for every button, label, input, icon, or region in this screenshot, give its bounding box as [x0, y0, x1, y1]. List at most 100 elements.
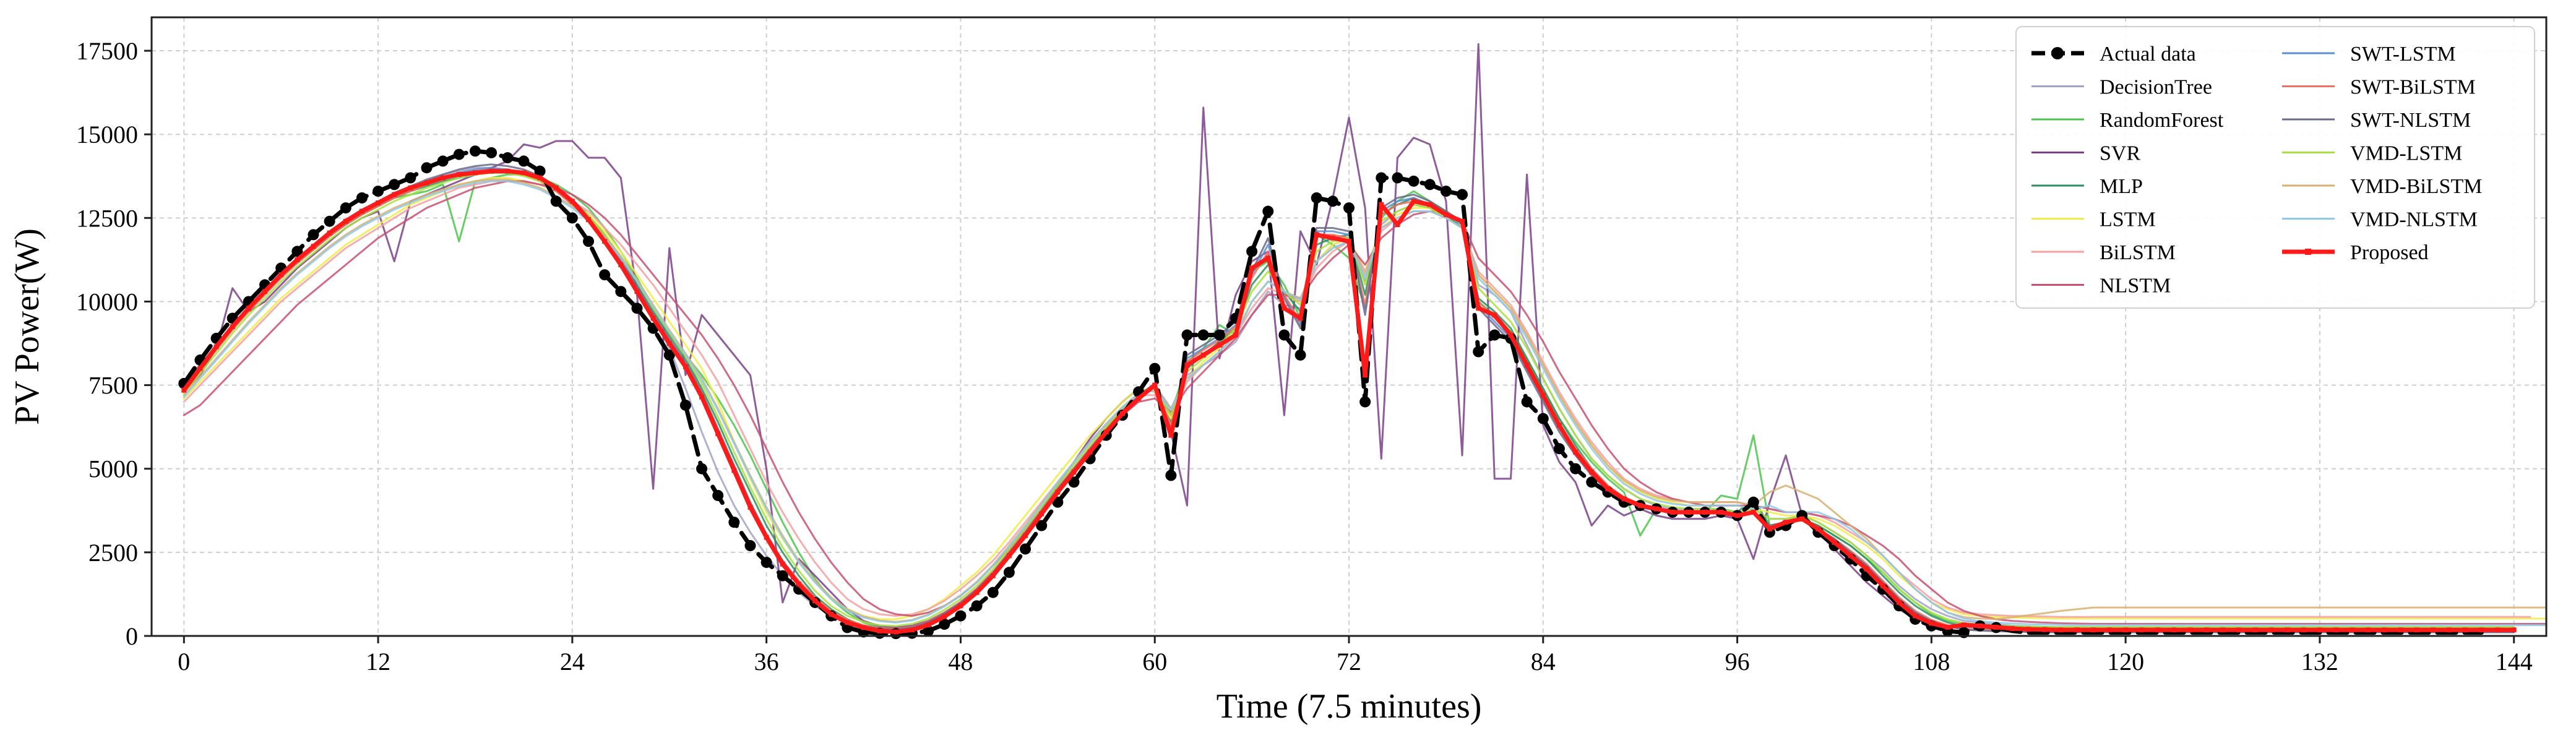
proposed-data-point: [1330, 235, 1335, 241]
proposed-data-point: [1816, 526, 1821, 532]
y-tick-label: 0: [126, 622, 138, 650]
legend-item-mlp: MLP: [2031, 175, 2143, 198]
actual-data-point: [1570, 463, 1582, 474]
actual-data-point: [308, 229, 319, 241]
y-tick-label: 15000: [76, 121, 138, 148]
proposed-data-point: [877, 628, 882, 633]
proposed-data-point: [1605, 486, 1611, 492]
proposed-data-point: [1314, 232, 1319, 238]
y-axis-title: PV Power(W): [8, 228, 46, 425]
proposed-data-point: [764, 534, 769, 540]
proposed-data-point: [1200, 352, 1206, 358]
proposed-data-point: [1411, 199, 1416, 204]
proposed-data-point: [1913, 613, 1918, 619]
actual-data-point: [583, 236, 595, 247]
proposed-data-point: [1476, 306, 1481, 311]
actual-data-point: [663, 349, 675, 361]
proposed-data-point: [553, 185, 559, 191]
proposed-data-point: [2187, 627, 2193, 633]
proposed-data-point: [424, 180, 429, 186]
proposed-data-point: [1136, 396, 1142, 401]
actual-data-point: [437, 155, 449, 167]
actual-data-point: [599, 269, 611, 281]
legend-label: MLP: [2100, 175, 2143, 198]
proposed-data-point: [1864, 566, 1869, 572]
actual-data-point: [486, 147, 498, 158]
x-tick-label: 60: [1142, 648, 1167, 676]
proposed-data-point: [327, 230, 332, 236]
legend-item-swt-bilstm: SWT-BiLSTM: [2282, 76, 2476, 99]
legend: Actual data DecisionTree RandomForest SVR ML…: [2015, 26, 2535, 309]
actual-data-point: [1359, 396, 1371, 408]
proposed-data-point: [2479, 627, 2484, 633]
x-tick-label: 48: [948, 648, 973, 676]
proposed-data-point: [602, 239, 608, 244]
actual-data-point: [1440, 186, 1452, 197]
proposed-data-point: [2106, 627, 2112, 633]
proposed-data-point: [2511, 627, 2517, 633]
actual-data-point: [1408, 175, 1419, 187]
proposed-data-point: [666, 341, 672, 346]
proposed-data-point: [990, 573, 996, 578]
proposed-data-point: [2430, 627, 2436, 633]
proposed-data-point: [1460, 218, 1465, 224]
proposed-data-point: [1702, 510, 1708, 515]
y-tick-label: 7500: [88, 372, 138, 400]
proposed-data-point: [1346, 239, 1351, 244]
actual-data-point: [1424, 179, 1436, 191]
y-tick-label: 5000: [88, 455, 138, 483]
proposed-data-point: [1977, 623, 1983, 629]
proposed-data-point: [2285, 627, 2290, 633]
actual-data-point: [712, 489, 724, 501]
proposed-data-point: [780, 561, 785, 567]
actual-data-point: [389, 179, 400, 191]
actual-data-point: [1278, 329, 1290, 341]
legend-label: RandomForest: [2100, 109, 2224, 132]
proposed-data-point: [1395, 222, 1400, 228]
proposed-data-point: [1427, 202, 1432, 207]
proposed-data-point: [1039, 511, 1045, 517]
proposed-data-point: [1184, 363, 1190, 368]
proposed-data-point: [2203, 627, 2209, 633]
y-tick-label: 10000: [76, 288, 138, 315]
proposed-data-point: [1249, 265, 1255, 271]
axis-ticks: 0 12 24 36 48 60 72 84 96 108 120 132 144 0 2500 5000 75…: [76, 37, 2533, 676]
actual-data-point: [1165, 470, 1177, 481]
proposed-data-point: [1152, 382, 1158, 388]
actual-data-point: [534, 165, 546, 177]
legend-item-vmd-lstm: VMD-LSTM: [2282, 142, 2462, 165]
series-lines: [178, 43, 2548, 640]
proposed-data-point: [1669, 510, 1675, 515]
legend-label: NLSTM: [2100, 275, 2171, 298]
actual-data-point: [1586, 476, 1598, 488]
actual-data-point: [469, 145, 481, 157]
proposed-data-point: [1637, 503, 1643, 508]
x-tick-label: 132: [2301, 648, 2338, 676]
proposed-data-point: [1573, 449, 1579, 455]
legend-label: Actual data: [2100, 43, 2196, 66]
proposed-data-point: [392, 192, 397, 197]
legend-label: SVR: [2100, 142, 2140, 165]
proposed-data-point: [521, 170, 527, 176]
legend-item-lstm: LSTM: [2031, 208, 2156, 231]
proposed-data-point: [1783, 520, 1789, 525]
proposed-data-point: [796, 581, 801, 587]
actual-data-point: [777, 570, 788, 581]
proposed-data-point: [683, 364, 688, 369]
proposed-data-point: [958, 603, 963, 609]
actual-data-point: [971, 600, 983, 612]
proposed-data-point: [262, 289, 268, 294]
actual-data-point: [1457, 189, 1468, 200]
actual-data-point: [1376, 172, 1387, 184]
x-tick-label: 0: [178, 648, 190, 676]
actual-data-point: [1747, 496, 1759, 508]
proposed-data-point: [1168, 432, 1174, 438]
legend-label: SWT-NLSTM: [2350, 109, 2471, 132]
proposed-data-point: [586, 217, 592, 223]
proposed-data-point: [278, 272, 284, 278]
y-tick-label: 12500: [76, 204, 138, 232]
y-tick-label: 2500: [88, 539, 138, 567]
proposed-data-point: [1508, 332, 1514, 338]
actual-data-point: [1149, 363, 1161, 374]
proposed-data-point: [893, 629, 898, 635]
